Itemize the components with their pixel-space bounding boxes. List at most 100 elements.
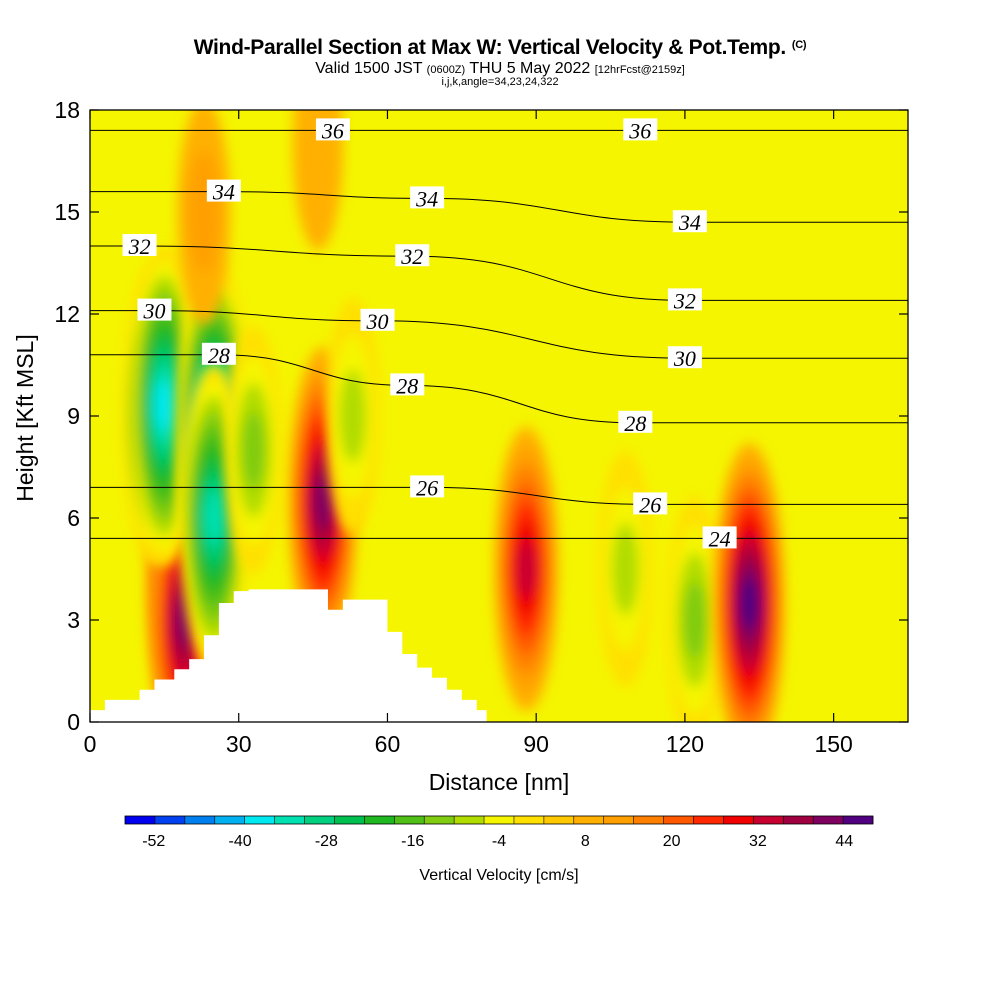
contour-label: 26 [410,475,445,500]
velocity-band [241,411,266,489]
contour-label-text: 30 [673,346,696,371]
contour-label-text: 26 [639,492,661,517]
y-tick-label: 9 [67,403,80,429]
x-tick-label: 30 [226,731,252,757]
contour-label-text: 28 [624,411,646,436]
velocity-cell [128,245,201,566]
y-tick-label: 12 [54,301,80,327]
contour-label-text: 28 [396,373,418,398]
colorbar-swatch [633,816,664,824]
contour-label-text: 34 [415,186,438,211]
x-tick-label: 90 [523,731,549,757]
theta-contour-34 [90,191,908,223]
theta-contour-28 [90,354,908,424]
colorbar-swatch [603,816,634,824]
colorbar-swatch [154,816,186,824]
velocity-field [120,110,786,722]
colorbar-tick-label: -16 [401,833,424,850]
colorbar-tick-label: 32 [749,833,767,850]
contour-label-text: 32 [128,234,151,259]
colorbar-tick-label: 44 [835,833,853,850]
colorbar-swatch [843,816,874,824]
colorbar-swatch [394,816,425,824]
colorbar-swatch [274,816,305,824]
contour-label: 34 [672,210,707,235]
x-tick-label: 60 [375,731,401,757]
colorbar-swatch [244,816,275,824]
colorbar-swatch [214,816,245,824]
velocity-cell [493,427,559,711]
contour-label: 36 [623,118,658,143]
x-tick-label: 150 [814,731,852,757]
terrain [90,589,487,722]
x-axis-title: Distance [nm] [429,769,570,795]
contour-label-text: 30 [142,299,165,324]
colorbar-swatch [573,816,605,824]
colorbar-tick-label: -28 [315,833,338,850]
velocity-band [313,475,333,527]
contour-label: 34 [206,179,241,205]
colorbar-tick-label: 8 [581,833,590,850]
contour-label: 32 [122,234,157,259]
velocity-band [292,110,344,250]
contour-label: 24 [702,526,737,551]
contour-label: 30 [360,308,395,334]
colorbar-swatch [723,816,754,824]
velocity-cell [597,451,654,687]
colorbar-tick-label: -4 [492,833,506,850]
colorbar-swatch [783,816,814,824]
colorbar-swatch [184,816,216,824]
colorbar: -52 -40 -28 -16 -4 8 20 32 44 [124,815,874,850]
colorbar-swatch [125,816,156,824]
colorbar-swatch [424,816,455,824]
title-mark: (C) [791,39,807,51]
chart-params: i,j,k,angle=34,23,24,322 [441,76,559,88]
velocity-band [187,151,221,273]
contour-label: 28 [390,373,425,398]
plot-area [90,110,908,722]
velocity-cell [288,347,358,655]
contour-label: 30 [137,298,172,324]
y-axis-title: Height [Kft MSL] [12,334,38,501]
colorbar-swatch [484,816,515,824]
colorbar-swatch [543,816,575,824]
contour-label: 36 [315,118,350,143]
contour-label: 28 [201,342,236,368]
colorbar-swatch [753,816,784,824]
colorbar-swatch [813,816,844,824]
contour-label-text: 32 [673,288,696,313]
contour-label-text: 28 [208,343,230,368]
velocity-band [155,380,174,431]
y-tick-label: 6 [67,505,80,531]
velocity-cell [292,110,344,250]
colorbar-swatch [304,816,335,824]
contour-label: 32 [667,288,702,313]
contour-label: 32 [395,244,430,269]
contour-label-text: 36 [628,118,651,143]
velocity-cell [666,496,724,722]
velocity-cell [713,443,786,722]
chart-subtitle: Valid 1500 JST (0600Z) THU 5 May 2022 [1… [315,60,685,77]
y-tick-label: 0 [67,709,80,735]
colorbar-swatch [334,816,365,824]
velocity-band [683,581,707,659]
contour-label-text: 34 [212,180,235,205]
x-tick-label: 120 [666,731,704,757]
x-tick-label: 0 [84,731,97,757]
y-tick-label: 15 [54,199,80,225]
velocity-band [612,523,639,615]
contour-labels: 36 36 34 34 34 32 32 32 30 30 30 28 28 28 26 26 24 [122,118,737,551]
contour-label-text: 36 [321,118,344,143]
theta-contour-26 [90,486,908,505]
contour-label-text: 24 [709,526,731,551]
velocity-band [339,370,366,462]
velocity-cell [177,110,231,324]
y-tick-label: 18 [54,97,80,123]
velocity-cell [224,326,283,574]
contour-label: 30 [667,346,702,371]
contour-label-text: 30 [366,309,389,334]
colorbar-tick-label: 20 [663,833,681,850]
axes: 0 30 60 90 120 150 0 36 9 12 15 18 [54,97,908,757]
colorbar-title: Vertical Velocity [cm/s] [419,867,578,884]
